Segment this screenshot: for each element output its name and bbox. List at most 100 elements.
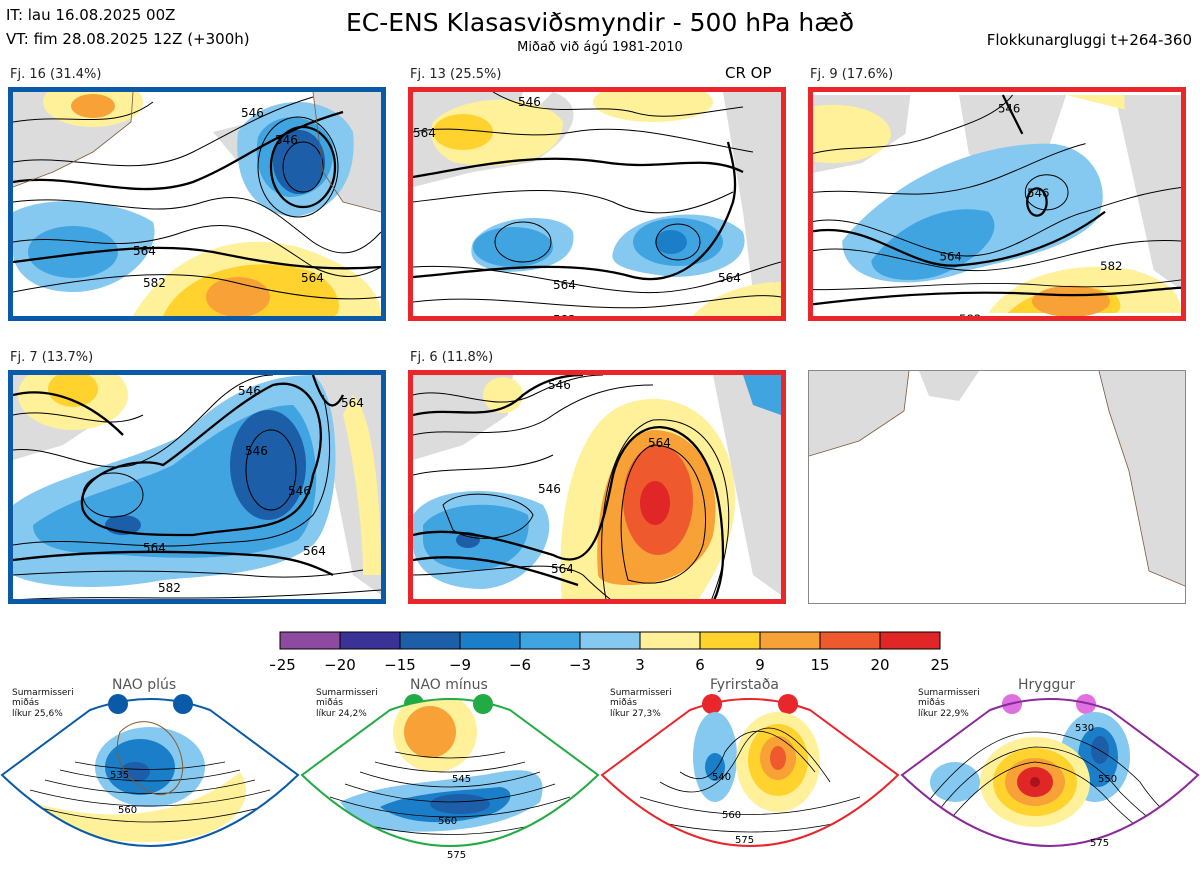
- contour-label: 540: [712, 772, 731, 783]
- contour-label: 582: [1100, 259, 1122, 273]
- colorbar-tick-label: −3: [569, 656, 591, 674]
- contour-label: 546: [1027, 186, 1049, 200]
- valid-time: VT: fim 28.08.2025 12Z (+300h): [6, 30, 250, 48]
- panel-label-2: Fj. 13 (25.5%): [410, 67, 502, 82]
- colorbar-bin: [639, 631, 701, 650]
- regime-probability: líkur 25,6%: [12, 709, 63, 719]
- season-note: Sumarmisseri: [316, 688, 378, 698]
- regime-nao-plus: NAO plús Sumarmisseri miðás líkur 25,6% …: [0, 672, 300, 871]
- contour-label: 564: [301, 271, 324, 285]
- contour-label: 582: [553, 313, 576, 316]
- colorbar-tick-label: −20: [324, 656, 356, 674]
- contour-label: 575: [1090, 838, 1109, 849]
- colorbar-tick-label: 20: [870, 656, 889, 674]
- colorbar-tick-label: −15: [384, 656, 416, 674]
- colorbar-tick-label: −25: [270, 656, 296, 674]
- contour-label: 564: [553, 278, 576, 292]
- cluster-map-3: 546 546 564 582 582: [808, 87, 1186, 321]
- contour-label: 582: [959, 312, 981, 316]
- page-title: EC-ENS Klasasviðsmyndir - 500 hPa hæð: [345, 8, 855, 37]
- contour-label: 560: [118, 805, 137, 816]
- contour-label: 545: [452, 774, 471, 785]
- colorbar-bin: [759, 631, 821, 650]
- regime-nao-minus: NAO mínus Sumarmisseri miðás líkur 24,2%…: [300, 672, 600, 871]
- colorbar: −25 −20 −15 −9 −6 −3 3 6 9 15 20 25: [270, 631, 950, 674]
- regime-title: Hryggur: [1018, 677, 1075, 693]
- empty-map: [808, 370, 1186, 604]
- contour-label: 546: [241, 106, 264, 120]
- cluster-map-2: 546 564 564 564 582 582: [408, 87, 786, 321]
- contour-label: 546: [518, 95, 541, 109]
- regime-title: NAO plús: [112, 677, 177, 693]
- page-subtitle: Miðað við ágú 1981-2010: [517, 40, 683, 55]
- contour-label: 564: [341, 396, 364, 410]
- regime-probability: líkur 27,3%: [610, 709, 661, 719]
- contour-label: 560: [722, 810, 741, 821]
- contour-label: 546: [245, 444, 268, 458]
- cluster-map-5: 546 546 564 564 582 582: [408, 370, 786, 604]
- classification-window: Flokkunargluggi t+264-360: [986, 31, 1192, 49]
- regime-ridge: Hryggur Sumarmisseri miðás líkur 22,9% 5…: [900, 672, 1200, 871]
- cluster-map-1: 546 546 564 564 582 582: [8, 87, 386, 321]
- contour-label: 582: [158, 581, 181, 595]
- colorbar-tick-label: 15: [810, 656, 829, 674]
- contour-label: 575: [735, 835, 754, 846]
- colorbar-bin: [459, 631, 521, 650]
- colorbar-tick-label: 6: [695, 656, 705, 674]
- contour-label: 564: [303, 544, 326, 558]
- mean-note: miðás: [610, 698, 637, 708]
- mean-note: miðás: [918, 698, 945, 708]
- regime-probability: líkur 24,2%: [316, 709, 367, 719]
- mean-note: miðás: [12, 698, 39, 708]
- contour-label: 582: [303, 315, 326, 316]
- contour-label: 564: [940, 249, 962, 263]
- regime-title: Fyrirstaða: [710, 677, 779, 693]
- panel-label-3: Fj. 9 (17.6%): [810, 67, 894, 82]
- colorbar-bin: [519, 631, 581, 650]
- contour-label: 546: [288, 484, 311, 498]
- contour-label: 582: [728, 602, 751, 604]
- contour-label: 564: [413, 126, 436, 140]
- cluster-map-4: 546 546 546 564 564 564 582 582: [8, 370, 386, 604]
- contour-label: 546: [538, 482, 561, 496]
- regime-blocking: Fyrirstaða Sumarmisseri miðás líkur 27,3…: [600, 672, 900, 871]
- mean-note: miðás: [316, 698, 343, 708]
- panel-label-4: Fj. 7 (13.7%): [10, 350, 94, 365]
- contour-label: 546: [548, 378, 571, 392]
- colorbar-bin: [819, 631, 881, 650]
- contour-label: 546: [238, 384, 261, 398]
- contour-label: 550: [1098, 774, 1117, 785]
- season-note: Sumarmisseri: [12, 688, 74, 698]
- init-time: IT: lau 16.08.2025 00Z: [6, 6, 176, 24]
- colorbar-tick-label: 9: [755, 656, 765, 674]
- contour-label: 564: [718, 271, 741, 285]
- contour-label: 560: [438, 816, 457, 827]
- colorbar-bin: [279, 631, 341, 650]
- contour-label: 582: [331, 602, 354, 604]
- contour-label: 564: [551, 562, 574, 576]
- colorbar-bin: [879, 631, 941, 650]
- contour-label: 546: [998, 101, 1020, 115]
- panel-label-5: Fj. 6 (11.8%): [410, 350, 494, 365]
- contour-label: 564: [143, 541, 166, 555]
- panel-label-1: Fj. 16 (31.4%): [10, 67, 102, 82]
- colorbar-tick-label: −9: [449, 656, 471, 674]
- season-note: Sumarmisseri: [610, 688, 672, 698]
- contour-label: 546: [275, 133, 298, 147]
- colorbar-bin: [339, 631, 401, 650]
- season-note: Sumarmisseri: [918, 688, 980, 698]
- colorbar-tick-label: 3: [635, 656, 645, 674]
- contour-label: 575: [447, 850, 466, 861]
- colorbar-bin: [399, 631, 461, 650]
- contour-label: 530: [1075, 723, 1094, 734]
- cr-op-label: CR OP: [725, 64, 772, 82]
- colorbar-bin: [579, 631, 641, 650]
- contour-label: 535: [110, 770, 129, 781]
- contour-label: 564: [133, 244, 156, 258]
- contour-label: 582: [143, 276, 166, 290]
- colorbar-bin: [699, 631, 761, 650]
- regime-title: NAO mínus: [410, 677, 488, 693]
- contour-label: 564: [648, 436, 671, 450]
- regime-probability: líkur 22,9%: [918, 709, 969, 719]
- colorbar-tick-label: 25: [930, 656, 949, 674]
